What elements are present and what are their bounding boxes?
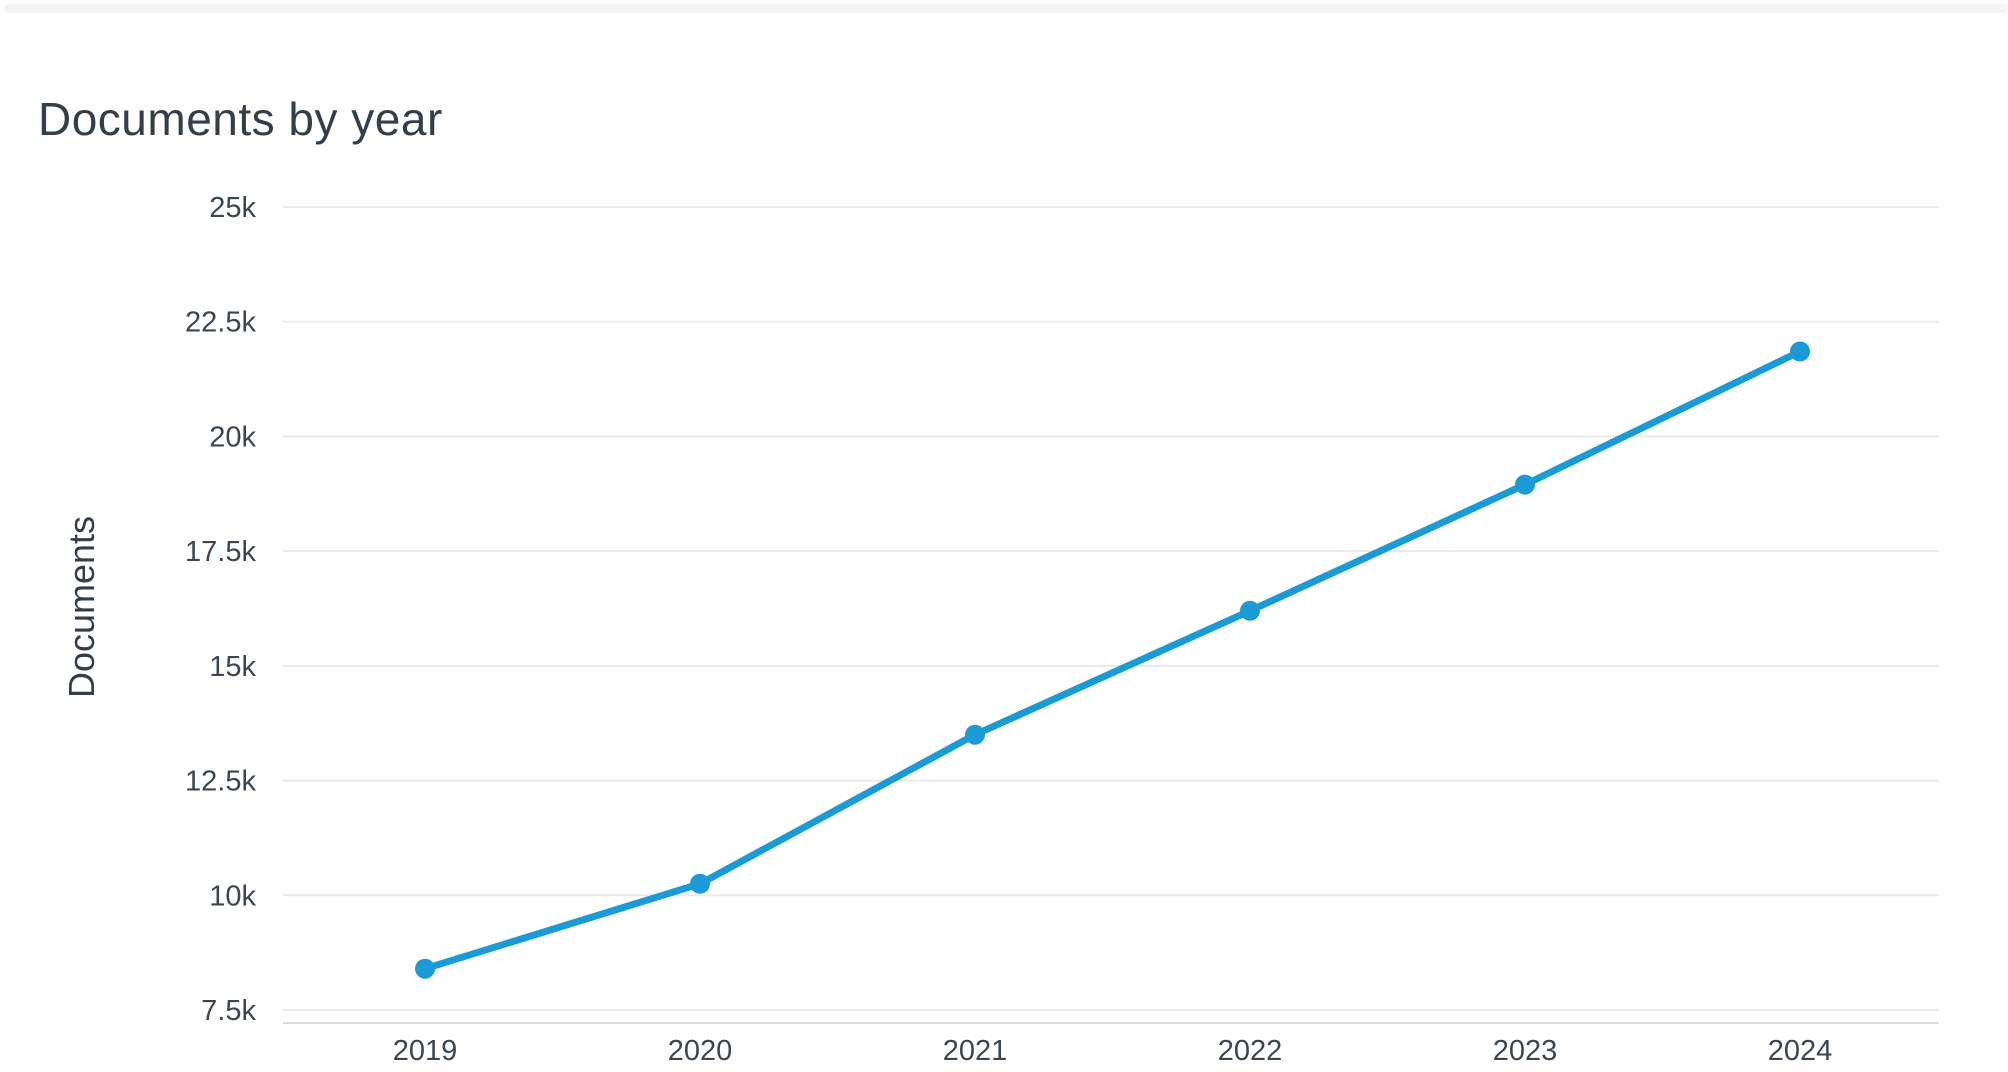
- y-tick-label-15k: 15k: [209, 651, 256, 683]
- y-tick-label-12.5k: 12.5k: [185, 766, 256, 798]
- y-tick-label-10k: 10k: [209, 880, 256, 912]
- data-point-2024[interactable]: [1790, 341, 1810, 362]
- x-tick-label-2022: 2022: [1218, 1035, 1283, 1067]
- y-tick-label-7.5k: 7.5k: [201, 995, 256, 1027]
- y-tick-label-20k: 20k: [209, 421, 256, 453]
- data-point-2020[interactable]: [690, 873, 710, 894]
- x-tick-label-2021: 2021: [943, 1035, 1008, 1067]
- top-divider-bar: [4, 4, 2008, 13]
- y-tick-label-17.5k: 17.5k: [185, 536, 256, 568]
- data-point-2022[interactable]: [1240, 600, 1260, 621]
- x-tick-label-2019: 2019: [393, 1035, 458, 1067]
- x-tick-label-2023: 2023: [1493, 1035, 1558, 1067]
- x-tick-label-2020: 2020: [668, 1035, 733, 1067]
- data-point-2023[interactable]: [1515, 474, 1535, 495]
- chart-title: Documents by year: [38, 93, 443, 145]
- series-line-documents: [421, 348, 1804, 973]
- y-tick-label-25k: 25k: [209, 192, 256, 224]
- x-tick-label-2024: 2024: [1768, 1035, 1833, 1067]
- data-point-2021[interactable]: [965, 724, 985, 745]
- data-point-2019[interactable]: [415, 958, 435, 979]
- y-tick-label-22.5k: 22.5k: [185, 307, 256, 339]
